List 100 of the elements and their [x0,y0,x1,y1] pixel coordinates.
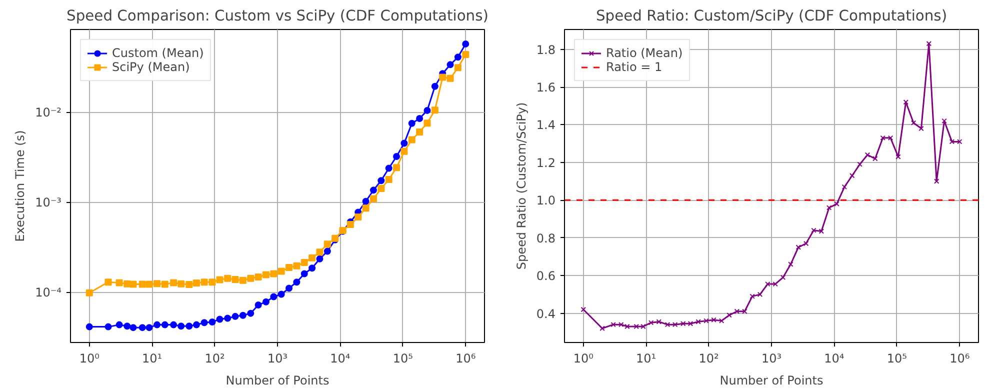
point [346,221,354,228]
point [896,154,901,160]
point [208,278,216,286]
point [262,271,270,278]
point [393,164,400,172]
point [880,135,886,141]
point [354,214,362,221]
point [224,274,232,282]
point [154,321,161,328]
point [780,274,786,280]
point [416,114,424,122]
point [286,264,293,272]
point [254,274,262,281]
x-tick-label: 10⁶ [950,352,970,366]
legend-label: Custom (Mean) [112,46,204,60]
point [788,262,794,267]
point [316,255,324,262]
y-tick-label: 1.8 [536,42,556,57]
point [208,318,216,326]
x-tick-label: 10² [698,352,720,366]
point [826,205,832,210]
point [385,176,392,183]
y-tick-label: 1.6 [536,80,556,95]
x-axis-title: Number of Points [226,374,330,388]
y-tick-label: 0.6 [536,269,556,284]
point [178,280,185,288]
legend-label: SciPy (Mean) [112,60,190,74]
point [378,185,385,192]
point [803,240,809,246]
point [270,293,278,300]
point [818,228,824,234]
x-tick-label: 10³ [267,352,288,366]
y-axis-title: Speed Ratio (Custom/SciPy) [514,102,528,270]
point [186,281,193,288]
point [324,240,331,248]
point [864,152,870,158]
point [664,322,670,328]
y-tick-label: 10⁻³ [35,196,62,210]
point [116,279,123,286]
point [232,276,239,283]
legend-label: Ratio = 1 [606,60,662,74]
point [648,320,654,326]
point [124,322,131,330]
point [424,120,431,127]
point [278,290,285,298]
point [324,248,331,255]
point [293,262,300,270]
point [942,118,947,124]
point [462,51,470,58]
x-tick-label: 10⁴ [824,352,844,366]
point [393,152,400,160]
point [842,184,848,190]
point [926,41,932,46]
y-tick-label: 10⁻⁴ [35,286,62,300]
point [742,308,748,314]
x-axis-title: Number of Points [720,374,824,388]
point [293,278,300,286]
point [811,228,816,233]
point [408,136,416,144]
point [888,135,894,141]
point [239,276,246,284]
point [431,106,438,114]
point [186,322,193,330]
point [850,173,855,178]
point [178,322,185,330]
point [910,120,916,126]
point [308,254,316,262]
point [718,318,724,324]
point [454,54,462,61]
point [146,324,153,332]
point [316,248,324,256]
point [734,308,740,314]
point [711,317,716,322]
y-axis-title: Execution Time (s) [13,130,28,242]
point [216,316,224,323]
point [610,322,616,328]
y-tick-label: 10⁻² [35,105,62,120]
point [161,280,168,288]
chart-title: Speed Comparison: Custom vs SciPy (CDF Computations) [66,8,488,24]
legend-label: Ratio (Mean) [606,46,683,60]
point [796,244,801,250]
point [424,106,431,114]
x-tick-label: 10⁰ [79,352,100,366]
point [918,126,924,132]
point [247,310,254,317]
point [903,99,908,105]
point [378,177,385,184]
point [408,120,416,127]
x-tick-label: 10⁵ [392,352,414,366]
point [370,186,377,194]
x-tick-label: 10³ [761,352,782,366]
point [765,281,770,287]
x-tick-label: 10⁶ [456,352,476,366]
point [688,321,694,326]
point [370,195,377,202]
chart-title: Speed Ratio: Custom/SciPy (CDF Computations) [596,8,948,24]
point [696,319,701,324]
point [416,128,424,136]
point [656,319,662,324]
x-tick-label: 10⁰ [573,352,594,366]
